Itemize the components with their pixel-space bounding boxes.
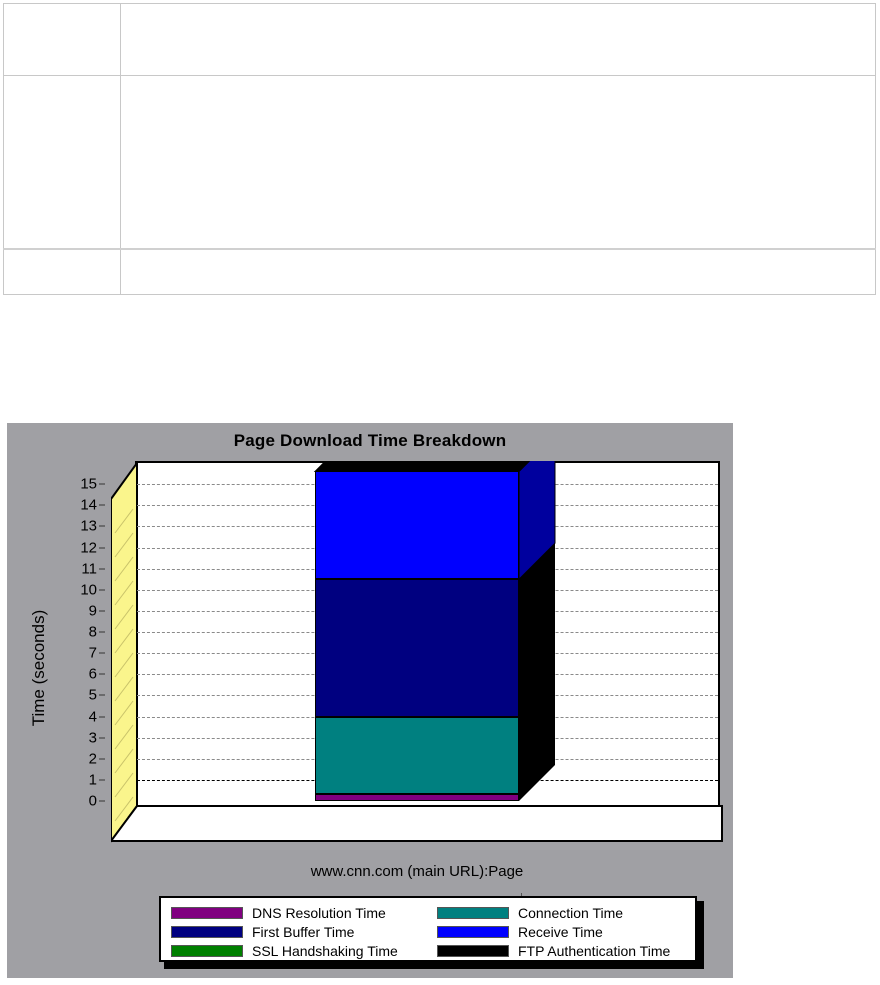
y-tick-label: 10 bbox=[80, 581, 97, 599]
table-cell-label bbox=[3, 75, 121, 250]
table-row bbox=[3, 2, 876, 77]
table-row bbox=[3, 247, 876, 295]
document-table bbox=[3, 2, 876, 295]
plot-floor-3d bbox=[111, 805, 723, 842]
y-tick-mark bbox=[99, 652, 105, 654]
chart-legend: DNS Resolution Time First Buffer Time SS… bbox=[159, 896, 697, 962]
x-axis-category-label: www.cnn.com (main URL):Page bbox=[310, 863, 524, 880]
legend-item[interactable]: Connection Time bbox=[437, 903, 670, 922]
chart-panel: Page Download Time Breakdown Time (secon… bbox=[7, 423, 733, 978]
chart-title: Page Download Time Breakdown bbox=[233, 431, 507, 450]
stacked-bar-column[interactable] bbox=[111, 461, 723, 857]
y-tick-mark bbox=[99, 631, 105, 633]
y-tick-label: 5 bbox=[88, 686, 97, 704]
y-tick-mark bbox=[99, 525, 105, 527]
bar-segment[interactable] bbox=[315, 579, 519, 717]
y-tick-mark bbox=[99, 737, 105, 739]
y-tick-label: 4 bbox=[88, 708, 97, 725]
legend-item[interactable]: DNS Resolution Time bbox=[171, 903, 398, 922]
y-tick-mark bbox=[99, 673, 105, 675]
legend-swatch-icon bbox=[171, 906, 243, 919]
y-tick-label: 2 bbox=[88, 750, 97, 768]
y-axis-title: Time (seconds) bbox=[29, 609, 48, 727]
legend-swatch-icon bbox=[437, 925, 509, 938]
table-row bbox=[3, 75, 876, 250]
legend-label: First Buffer Time bbox=[252, 923, 355, 940]
table-cell-label bbox=[3, 247, 121, 295]
table-cell-label bbox=[3, 2, 121, 77]
y-tick-label: 1 bbox=[88, 771, 97, 789]
y-tick-mark bbox=[99, 504, 105, 506]
y-tick-mark bbox=[99, 716, 105, 717]
y-tick-label: 15 bbox=[80, 475, 97, 493]
legend-column-right: Connection Time Receive Time FTP Authent… bbox=[437, 903, 670, 960]
y-tick-mark bbox=[99, 779, 105, 781]
y-tick-label: 0 bbox=[88, 792, 97, 810]
legend-label: SSL Handshaking Time bbox=[252, 942, 398, 959]
legend-column-left: DNS Resolution Time First Buffer Time SS… bbox=[171, 903, 398, 960]
y-tick-mark bbox=[99, 589, 105, 591]
y-tick-mark bbox=[99, 547, 105, 548]
y-tick-label: 12 bbox=[80, 539, 97, 556]
legend-label: Connection Time bbox=[518, 904, 624, 921]
y-tick-label: 11 bbox=[81, 560, 97, 578]
legend-swatch-icon bbox=[437, 944, 509, 957]
legend-label: DNS Resolution Time bbox=[252, 904, 386, 921]
y-tick-label: 8 bbox=[88, 623, 97, 641]
bar-segment[interactable] bbox=[315, 716, 519, 794]
legend-swatch-icon bbox=[171, 925, 243, 938]
y-tick-label: 7 bbox=[88, 644, 97, 662]
y-tick-label: 13 bbox=[80, 517, 97, 535]
legend-label: Receive Time bbox=[518, 923, 603, 940]
plot-area bbox=[111, 461, 723, 900]
y-tick-mark bbox=[99, 800, 105, 802]
table-cell-content bbox=[120, 75, 876, 250]
y-axis-ticks: 0 1 2 3 4 5 6 7 8 9 10 11 12 13 14 15 bbox=[55, 461, 105, 861]
legend-swatch-icon bbox=[171, 944, 243, 957]
table-cell-content bbox=[120, 247, 876, 295]
bar-3d-side-faces bbox=[313, 461, 556, 801]
legend-swatch-icon bbox=[437, 906, 509, 919]
bar-segment[interactable] bbox=[315, 793, 519, 801]
y-tick-mark bbox=[99, 483, 105, 485]
y-tick-mark bbox=[99, 758, 105, 760]
table-cell-content bbox=[120, 2, 876, 77]
bar-segment[interactable] bbox=[315, 471, 519, 580]
legend-item[interactable]: FTP Authentication Time bbox=[437, 941, 670, 960]
y-tick-label: 6 bbox=[88, 665, 97, 683]
legend-item[interactable]: First Buffer Time bbox=[171, 922, 398, 941]
y-tick-label: 9 bbox=[88, 602, 97, 620]
y-tick-mark bbox=[99, 610, 105, 612]
y-tick-mark bbox=[99, 694, 105, 696]
legend-label: FTP Authentication Time bbox=[518, 942, 671, 959]
legend-item[interactable]: Receive Time bbox=[437, 922, 670, 941]
y-tick-label: 14 bbox=[80, 496, 97, 514]
legend-item[interactable]: SSL Handshaking Time bbox=[171, 941, 398, 960]
y-tick-mark bbox=[99, 568, 105, 570]
y-tick-label: 3 bbox=[88, 729, 97, 747]
bar-3d-top-face bbox=[313, 461, 531, 472]
